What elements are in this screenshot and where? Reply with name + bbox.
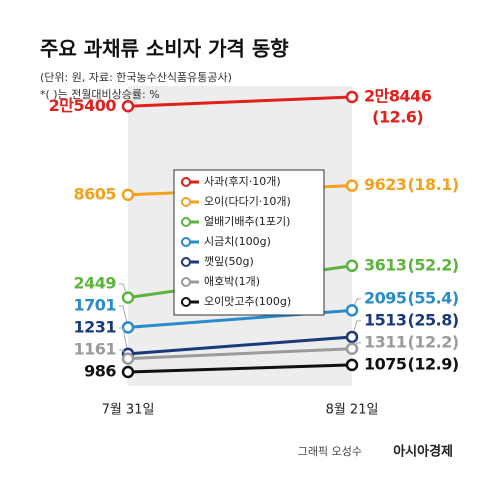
series-line: [127, 363, 353, 374]
value-label: 2만8446: [364, 87, 432, 106]
value-label: 1075: [364, 354, 407, 373]
legend-swatch: [181, 217, 191, 227]
series-line: [127, 95, 353, 108]
legend-label: 애호박(1개): [204, 275, 260, 288]
point: [121, 291, 135, 304]
change-label: (18.1): [408, 175, 459, 194]
value-label: 8605: [73, 184, 116, 203]
legend-label: 시금치(100g): [204, 235, 271, 248]
change-label: (12.6): [372, 108, 423, 127]
value-label: 1513: [364, 310, 407, 329]
value-label: 3613: [364, 255, 407, 274]
legend-label: 얼배기배추(1포기): [204, 214, 290, 228]
point: [121, 188, 135, 202]
legend-label: 사과(후지·10개): [204, 175, 281, 188]
legend: 사과(후지·10개) 오이(다다기·10개) 얼배기배추(1포기) 시금치(100g)…: [173, 169, 325, 316]
point: [345, 358, 359, 372]
point: [345, 304, 359, 317]
value-label: 1701: [73, 296, 116, 315]
change-label: (55.4): [408, 288, 459, 307]
legend-swatch: [181, 297, 191, 307]
value-label: 9623: [364, 175, 407, 194]
legend-label: 깻잎(50g): [204, 255, 254, 268]
legend-swatch: [181, 177, 191, 187]
legend-swatch: [181, 197, 191, 207]
value-label: 2만5400: [49, 96, 117, 115]
legend-swatch: [181, 257, 191, 267]
point: [121, 365, 135, 379]
change-label: (52.2): [408, 255, 459, 274]
point: [345, 259, 359, 273]
point: [121, 321, 135, 334]
subtitle: *( )는 전월대비상승률: %: [40, 88, 160, 101]
point: [121, 100, 135, 113]
legend-label: 오이(다다기·10개): [204, 195, 291, 208]
x-tick-label: 7월 31일: [102, 403, 155, 418]
value-label: 986: [84, 362, 116, 381]
point: [345, 342, 359, 355]
value-label: 1311: [364, 332, 407, 351]
change-label: (12.2): [408, 332, 459, 351]
value-label: 1231: [73, 318, 116, 337]
x-tick-label: 8월 21일: [326, 403, 379, 418]
change-label: (12.9): [408, 354, 459, 373]
legend-label: 오이맛고추(100g): [204, 295, 291, 308]
subtitle: (단위: 원, 자료: 한국농수산식품유통공사): [40, 71, 232, 84]
point: [345, 90, 359, 104]
change-label: (25.8): [408, 310, 459, 329]
point: [345, 179, 359, 192]
series-line: [127, 335, 353, 356]
legend-swatch: [181, 237, 191, 247]
point: [345, 330, 359, 344]
point: [121, 352, 135, 365]
legend-swatch: [181, 277, 191, 287]
series-line: [127, 347, 353, 361]
value-label: 1161: [73, 340, 116, 359]
value-label: 2449: [73, 274, 116, 293]
chart-title: 주요 과채류 소비자 가격 동향: [40, 37, 289, 61]
footer-credit: 그래픽 오성수: [298, 445, 362, 458]
leader-line: [119, 327, 129, 354]
leader-line: [119, 305, 129, 328]
value-label: 2095: [364, 288, 407, 307]
footer-brand: 아시아경제: [393, 444, 453, 460]
